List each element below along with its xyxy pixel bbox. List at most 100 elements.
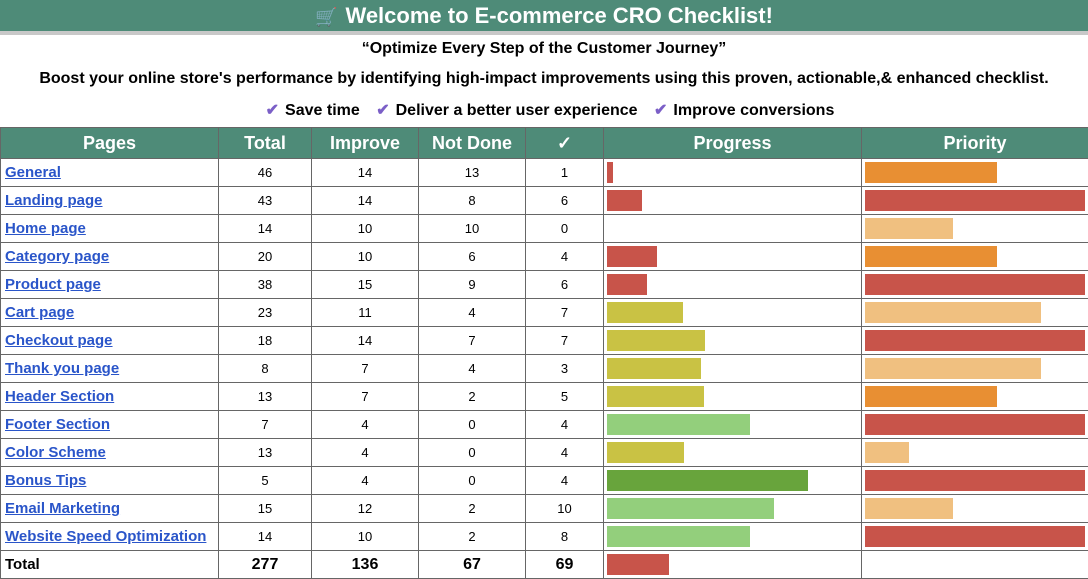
improve-cell: 15 bbox=[312, 271, 419, 299]
progress-cell bbox=[604, 495, 862, 523]
page-link[interactable]: Color Scheme bbox=[5, 444, 106, 461]
not-done-cell: 4 bbox=[419, 355, 526, 383]
page-link[interactable]: Footer Section bbox=[5, 416, 110, 433]
done-cell: 4 bbox=[526, 411, 604, 439]
page-link[interactable]: Thank you page bbox=[5, 360, 119, 377]
benefit: Deliver a better user experience bbox=[396, 102, 638, 119]
priority-bar bbox=[865, 358, 1041, 379]
table-row: Website Speed Optimization 14 10 2 8 bbox=[1, 523, 1088, 551]
not-done-cell: 13 bbox=[419, 159, 526, 187]
page-cell: Landing page bbox=[1, 187, 219, 215]
page-cell: Product page bbox=[1, 271, 219, 299]
priority-cell bbox=[862, 327, 1088, 355]
done-cell: 0 bbox=[526, 215, 604, 243]
improve-cell: 12 bbox=[312, 495, 419, 523]
table-row: Landing page 43 14 8 6 bbox=[1, 187, 1088, 215]
page-link[interactable]: General bbox=[5, 164, 61, 181]
priority-cell bbox=[862, 439, 1088, 467]
total-cell: 15 bbox=[219, 495, 312, 523]
progress-bar bbox=[607, 470, 808, 491]
priority-cell bbox=[862, 299, 1088, 327]
not-done-cell: 9 bbox=[419, 271, 526, 299]
page-link[interactable]: Checkout page bbox=[5, 332, 113, 349]
not-done-cell: 2 bbox=[419, 495, 526, 523]
priority-cell bbox=[862, 243, 1088, 271]
page-title: Welcome to E-commerce CRO Checklist! bbox=[345, 3, 773, 28]
table-row: Footer Section 7 4 0 4 bbox=[1, 411, 1088, 439]
priority-bar bbox=[865, 526, 1085, 547]
progress-cell bbox=[604, 327, 862, 355]
col-done: ✓ bbox=[526, 128, 604, 159]
not-done-cell: 8 bbox=[419, 187, 526, 215]
progress-cell bbox=[604, 439, 862, 467]
total-cell: 13 bbox=[219, 439, 312, 467]
not-done-cell: 0 bbox=[419, 439, 526, 467]
page-link[interactable]: Home page bbox=[5, 220, 86, 237]
page-link[interactable]: Landing page bbox=[5, 192, 103, 209]
table-row: Product page 38 15 9 6 bbox=[1, 271, 1088, 299]
progress-bar bbox=[607, 498, 774, 519]
not-done-cell: 10 bbox=[419, 215, 526, 243]
page-cell: Cart page bbox=[1, 299, 219, 327]
page-link[interactable]: Header Section bbox=[5, 388, 114, 405]
page-link[interactable]: Cart page bbox=[5, 304, 74, 321]
page-cell: Footer Section bbox=[1, 411, 219, 439]
page-link[interactable]: Product page bbox=[5, 276, 101, 293]
table-row: Category page 20 10 6 4 bbox=[1, 243, 1088, 271]
description: Boost your online store's performance by… bbox=[0, 63, 1088, 95]
total-cell: 14 bbox=[219, 215, 312, 243]
progress-cell bbox=[604, 523, 862, 551]
page-cell: General bbox=[1, 159, 219, 187]
priority-cell bbox=[862, 187, 1088, 215]
not-done-cell: 2 bbox=[419, 383, 526, 411]
page-cell: Thank you page bbox=[1, 355, 219, 383]
page-link[interactable]: Bonus Tips bbox=[5, 472, 86, 489]
col-not-done: Not Done bbox=[419, 128, 526, 159]
table-row: General 46 14 13 1 bbox=[1, 159, 1088, 187]
priority-cell bbox=[862, 355, 1088, 383]
table-row: Checkout page 18 14 7 7 bbox=[1, 327, 1088, 355]
col-priority: Priority bbox=[862, 128, 1088, 159]
priority-bar bbox=[865, 162, 997, 183]
page-cell: Email Marketing bbox=[1, 495, 219, 523]
shopping-cart-icon: 🛒 bbox=[315, 7, 337, 27]
done-cell: 6 bbox=[526, 271, 604, 299]
priority-cell bbox=[862, 215, 1088, 243]
not-done-cell: 67 bbox=[419, 551, 526, 579]
page-cell: Home page bbox=[1, 215, 219, 243]
improve-cell: 14 bbox=[312, 187, 419, 215]
total-cell: 23 bbox=[219, 299, 312, 327]
priority-cell bbox=[862, 271, 1088, 299]
progress-cell bbox=[604, 159, 862, 187]
priority-bar bbox=[865, 498, 953, 519]
priority-bar bbox=[865, 246, 997, 267]
done-cell: 7 bbox=[526, 299, 604, 327]
page-link[interactable]: Website Speed Optimization bbox=[5, 528, 206, 545]
total-cell: 13 bbox=[219, 383, 312, 411]
priority-cell bbox=[862, 159, 1088, 187]
progress-bar bbox=[607, 414, 750, 435]
table-row: Bonus Tips 5 4 0 4 bbox=[1, 467, 1088, 495]
table-row: Email Marketing 15 12 2 10 bbox=[1, 495, 1088, 523]
priority-cell bbox=[862, 383, 1088, 411]
total-label: Total bbox=[1, 551, 219, 579]
progress-cell bbox=[604, 243, 862, 271]
improve-cell: 4 bbox=[312, 411, 419, 439]
improve-cell: 4 bbox=[312, 467, 419, 495]
col-improve: Improve bbox=[312, 128, 419, 159]
table-row: Cart page 23 11 4 7 bbox=[1, 299, 1088, 327]
improve-cell: 14 bbox=[312, 159, 419, 187]
done-cell: 69 bbox=[526, 551, 604, 579]
priority-bar bbox=[865, 274, 1085, 295]
improve-cell: 10 bbox=[312, 523, 419, 551]
progress-cell bbox=[604, 411, 862, 439]
not-done-cell: 7 bbox=[419, 327, 526, 355]
total-cell: 18 bbox=[219, 327, 312, 355]
done-cell: 4 bbox=[526, 439, 604, 467]
page-link[interactable]: Category page bbox=[5, 248, 109, 265]
progress-cell bbox=[604, 355, 862, 383]
benefits: ✔Save time ✔Deliver a better user experi… bbox=[0, 95, 1088, 127]
total-cell: 7 bbox=[219, 411, 312, 439]
progress-bar bbox=[607, 554, 669, 575]
page-link[interactable]: Email Marketing bbox=[5, 500, 120, 517]
